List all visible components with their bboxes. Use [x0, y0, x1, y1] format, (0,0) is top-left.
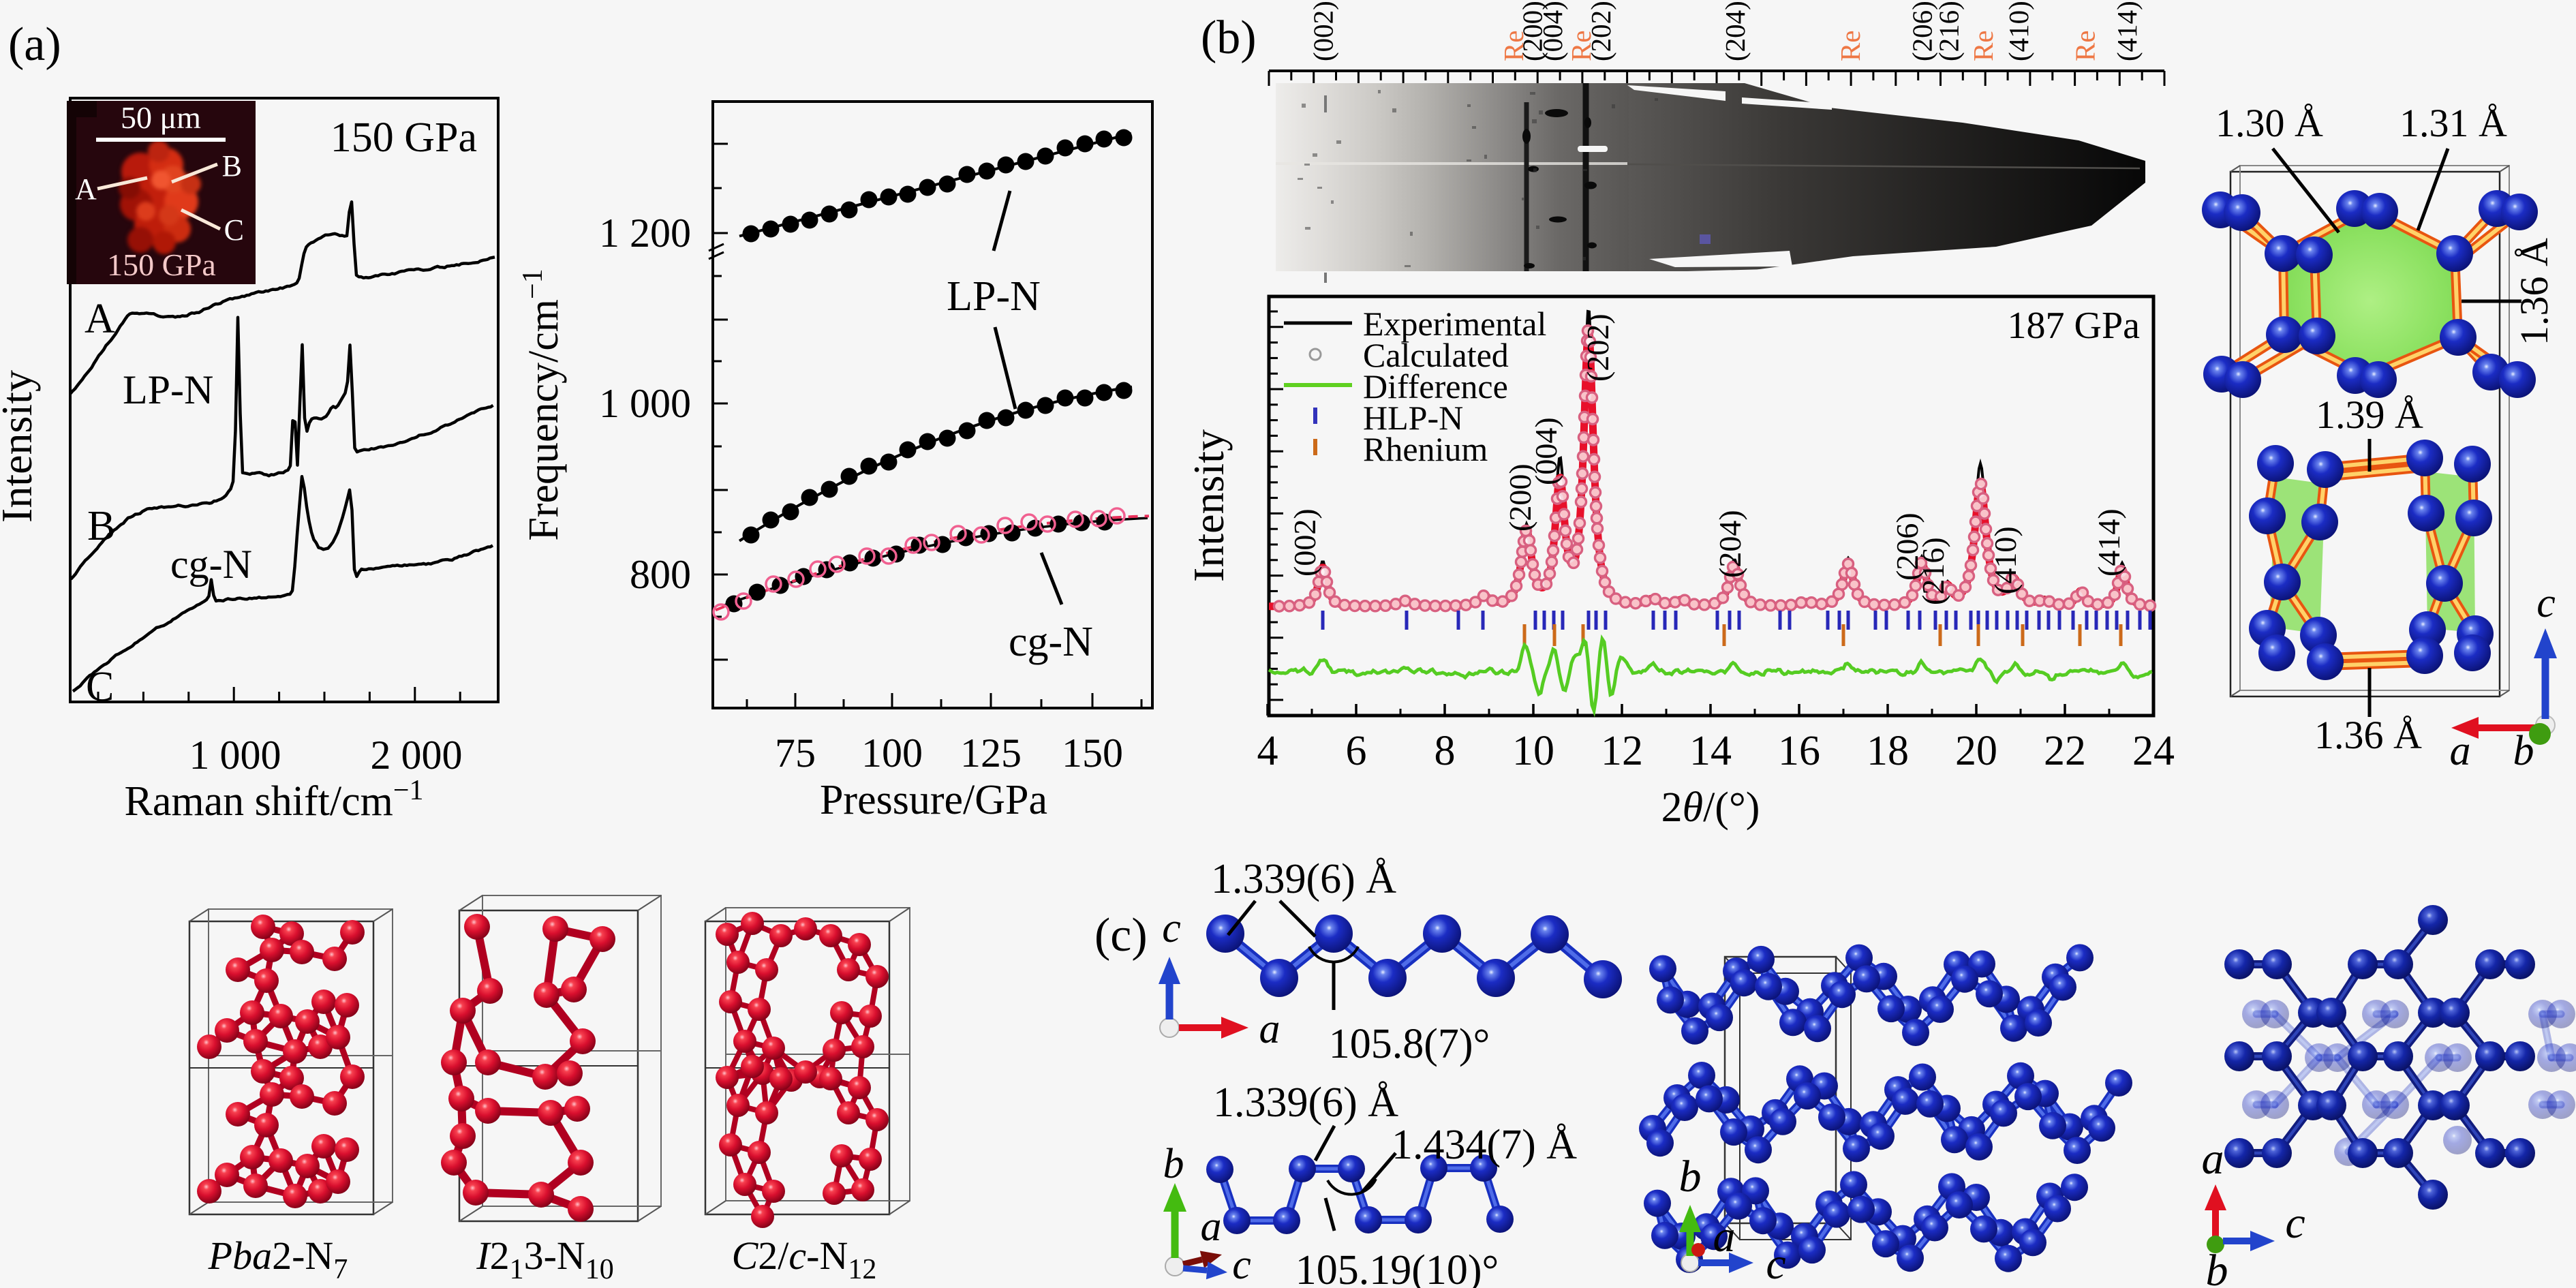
svg-text:1 000: 1 000 — [189, 733, 281, 778]
svg-text:c: c — [1232, 1242, 1251, 1288]
svg-text:(202): (202) — [1580, 313, 1615, 382]
svg-text:Re: Re — [1498, 30, 1529, 61]
svg-text:12: 12 — [1601, 728, 1643, 774]
svg-text:(004): (004) — [1529, 417, 1563, 485]
svg-text:(200): (200) — [1503, 463, 1537, 532]
svg-text:C2/c-N12: C2/c-N12 — [732, 1233, 877, 1285]
svg-text:LP-N: LP-N — [947, 273, 1041, 320]
svg-text:1 000: 1 000 — [599, 381, 691, 426]
svg-text:b: b — [1679, 1152, 1702, 1201]
svg-text:b: b — [2206, 1246, 2228, 1288]
svg-text:Intensity: Intensity — [1184, 429, 1233, 582]
svg-text:a: a — [2202, 1134, 2224, 1184]
svg-text:Frequency/cm−1: Frequency/cm−1 — [517, 269, 567, 540]
svg-text:1.30 Å: 1.30 Å — [2215, 101, 2323, 145]
svg-text:1.339(6) Å: 1.339(6) Å — [1211, 856, 1396, 902]
svg-text:150 GPa: 150 GPa — [107, 247, 216, 282]
svg-text:(216): (216) — [1933, 1, 1965, 61]
svg-text:(216): (216) — [1916, 537, 1950, 605]
svg-text:Rhenium: Rhenium — [1363, 430, 1488, 468]
svg-text:(202): (202) — [1585, 1, 1616, 61]
svg-text:b: b — [1163, 1141, 1184, 1187]
svg-text:a: a — [1259, 1006, 1281, 1052]
svg-text:cg-N: cg-N — [1009, 619, 1093, 665]
svg-text:1 200: 1 200 — [599, 211, 691, 256]
svg-text:c: c — [2536, 580, 2556, 626]
svg-text:(410): (410) — [2003, 1, 2034, 61]
svg-text:Experimental: Experimental — [1363, 305, 1546, 343]
svg-text:Re: Re — [1565, 30, 1597, 61]
svg-text:100: 100 — [861, 731, 923, 776]
svg-text:1.434(7) Å: 1.434(7) Å — [1392, 1122, 1577, 1168]
svg-text:(b): (b) — [1201, 12, 1257, 64]
svg-text:C: C — [224, 213, 244, 247]
svg-text:2θ/(°): 2θ/(°) — [1661, 784, 1760, 831]
svg-text:Difference: Difference — [1363, 367, 1508, 405]
svg-text:Pba2-N7: Pba2-N7 — [208, 1233, 348, 1285]
svg-text:B: B — [222, 149, 242, 183]
svg-text:(206): (206) — [1890, 512, 1925, 581]
svg-text:800: 800 — [630, 552, 691, 597]
svg-text:1.339(6) Å: 1.339(6) Å — [1213, 1079, 1398, 1126]
svg-text:Intensity: Intensity — [0, 370, 41, 523]
svg-text:A: A — [85, 296, 115, 342]
svg-text:1.39 Å: 1.39 Å — [2316, 393, 2423, 437]
svg-text:1.36 Å: 1.36 Å — [2314, 713, 2422, 757]
svg-text:16: 16 — [1778, 728, 1820, 774]
svg-text:a: a — [1713, 1212, 1736, 1261]
svg-text:B: B — [87, 503, 115, 549]
svg-text:(002): (002) — [1287, 508, 1322, 577]
svg-text:cg-N: cg-N — [170, 542, 252, 587]
svg-text:1.36 Å: 1.36 Å — [2512, 238, 2556, 346]
svg-text:10: 10 — [1512, 728, 1554, 774]
svg-text:125: 125 — [960, 731, 1022, 776]
svg-text:c: c — [1766, 1239, 1785, 1288]
svg-text:Calculated: Calculated — [1363, 336, 1509, 374]
svg-text:Raman shift/cm−1: Raman shift/cm−1 — [125, 775, 424, 825]
svg-text:(206): (206) — [1907, 1, 1938, 61]
svg-text:(004): (004) — [1537, 1, 1568, 61]
svg-text:Re: Re — [1835, 30, 1866, 61]
svg-text:50 μm: 50 μm — [121, 100, 201, 135]
svg-text:I213-N10: I213-N10 — [476, 1233, 614, 1285]
svg-text:14: 14 — [1689, 728, 1732, 774]
svg-text:8: 8 — [1435, 728, 1456, 774]
svg-text:c: c — [1162, 905, 1181, 951]
svg-text:A: A — [75, 172, 97, 206]
svg-text:b: b — [2513, 728, 2534, 774]
svg-text:(c): (c) — [1094, 909, 1148, 962]
svg-text:24: 24 — [2132, 728, 2175, 774]
svg-text:HLP-N: HLP-N — [1363, 399, 1463, 437]
svg-text:75: 75 — [775, 731, 816, 776]
svg-text:(410): (410) — [1988, 526, 2023, 594]
svg-text:(a): (a) — [8, 18, 61, 71]
svg-text:c: c — [2285, 1198, 2305, 1248]
svg-text:(204): (204) — [1719, 1, 1751, 61]
svg-text:C: C — [86, 664, 114, 710]
svg-text:22: 22 — [2044, 728, 2086, 774]
svg-text:(200): (200) — [1517, 1, 1548, 61]
svg-text:1.31 Å: 1.31 Å — [2399, 101, 2507, 145]
svg-text:187 GPa: 187 GPa — [2008, 305, 2141, 347]
svg-text:150 GPa: 150 GPa — [331, 114, 477, 161]
svg-text:105.8(7)°: 105.8(7)° — [1329, 1021, 1490, 1067]
svg-text:4: 4 — [1257, 728, 1278, 774]
svg-text:(204): (204) — [1713, 510, 1747, 578]
svg-text:18: 18 — [1867, 728, 1909, 774]
svg-text:150: 150 — [1062, 731, 1123, 776]
svg-text:Re: Re — [2069, 30, 2100, 61]
svg-text:a: a — [2450, 728, 2471, 774]
svg-text:LP-N: LP-N — [123, 367, 213, 412]
svg-text:(002): (002) — [1307, 1, 1338, 61]
svg-text:(414): (414) — [2111, 1, 2143, 61]
svg-text:Re: Re — [1967, 30, 1999, 61]
svg-text:105.19(10)°: 105.19(10)° — [1295, 1247, 1499, 1288]
svg-text:20: 20 — [1955, 728, 1997, 774]
svg-text:a: a — [1201, 1203, 1222, 1250]
svg-text:(414): (414) — [2091, 508, 2126, 577]
svg-text:2 000: 2 000 — [371, 733, 463, 778]
svg-text:6: 6 — [1346, 728, 1367, 774]
svg-text:Pressure/GPa: Pressure/GPa — [820, 777, 1047, 823]
